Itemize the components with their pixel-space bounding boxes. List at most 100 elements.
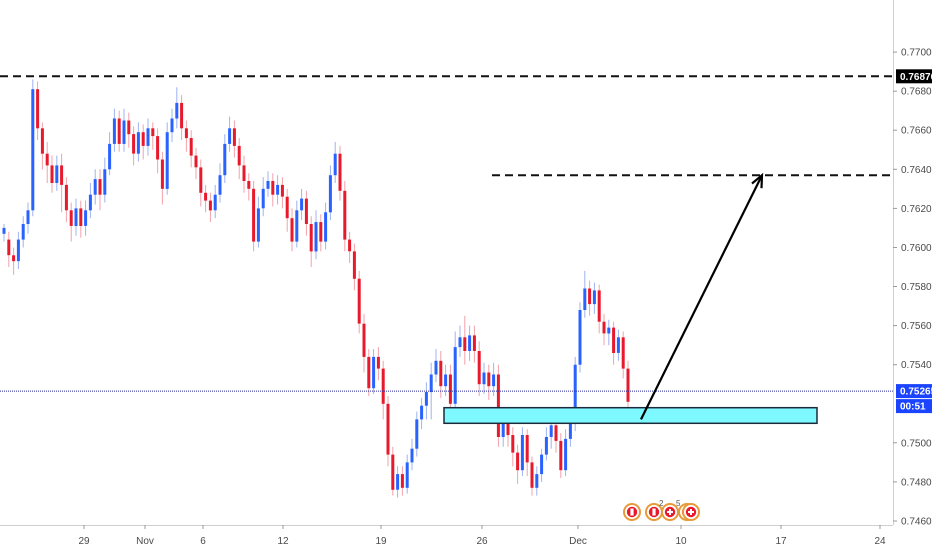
candle-body	[549, 425, 553, 437]
current-price-tag[interactable]: 0.75265	[896, 384, 932, 399]
candle	[324, 202, 328, 250]
candle-body	[7, 239, 11, 256]
candle	[189, 130, 193, 168]
candle	[60, 153, 64, 213]
candle	[592, 282, 596, 314]
candle-body	[525, 435, 529, 463]
candle	[482, 362, 486, 394]
candle-body	[588, 288, 592, 305]
event-marker-icon[interactable]	[682, 503, 700, 521]
event-marker-icon[interactable]	[661, 503, 679, 521]
candle	[290, 208, 294, 252]
candle	[266, 171, 270, 197]
candle-body	[132, 134, 136, 154]
candle	[420, 397, 424, 430]
support-zone[interactable]	[443, 406, 818, 425]
candle	[79, 200, 83, 238]
candle	[204, 184, 208, 213]
candle-body	[348, 239, 352, 252]
candle	[357, 270, 361, 334]
time-tick-label: 10	[675, 536, 687, 547]
candle-body	[304, 198, 308, 224]
time-tick-label: 19	[375, 536, 387, 547]
candle	[376, 347, 380, 381]
candle-body	[333, 153, 337, 176]
candle	[511, 427, 515, 467]
candle-body	[400, 474, 404, 488]
candle	[583, 270, 587, 318]
candle	[525, 429, 529, 477]
candle-body	[237, 145, 241, 166]
candle-body	[573, 364, 577, 424]
candle	[564, 429, 568, 477]
analysis-drawings[interactable]	[443, 172, 818, 425]
candle-body	[487, 372, 491, 387]
candle-body	[319, 222, 323, 242]
candle-body	[602, 321, 606, 334]
candle	[300, 188, 304, 221]
candle-body	[559, 440, 563, 471]
candle	[151, 122, 155, 150]
candle	[602, 313, 606, 346]
candle-body	[122, 120, 126, 144]
candle-body	[314, 222, 318, 252]
candle	[136, 122, 140, 162]
candle-body	[151, 128, 155, 137]
candle	[45, 142, 49, 183]
candle	[463, 315, 467, 365]
time-tick-label: 12	[277, 536, 289, 547]
candle	[156, 128, 160, 174]
candle	[391, 446, 395, 496]
resistance-price-tag-bg	[896, 69, 932, 84]
candle-body	[592, 290, 596, 305]
candle-body	[396, 474, 400, 490]
resistance-price-tag[interactable]: 0.76876	[896, 69, 932, 84]
candle	[444, 364, 448, 396]
candle-body	[194, 155, 198, 168]
candle	[252, 181, 256, 252]
candle	[434, 349, 438, 383]
candle-body	[386, 403, 390, 455]
time-tick-label: 17	[775, 536, 787, 547]
candle	[400, 466, 404, 496]
candle-body	[540, 454, 544, 475]
candle	[405, 454, 409, 494]
candle-body	[621, 337, 625, 369]
candle	[381, 360, 385, 420]
candle-body	[108, 143, 112, 170]
candle	[439, 351, 443, 398]
candle	[280, 177, 284, 209]
time-tick-label: 24	[874, 536, 886, 547]
candle	[319, 214, 323, 252]
candle	[372, 349, 376, 394]
candle-body	[328, 175, 332, 213]
candle-body	[223, 143, 227, 176]
candle	[328, 165, 332, 221]
event-marker-icon[interactable]	[623, 503, 641, 521]
time-axis[interactable]: 29 Nov 6 12 19 26 Dec 10 17 24	[0, 525, 893, 547]
candle-body	[88, 194, 92, 211]
candle-body	[544, 437, 548, 455]
event-count-label: 5	[676, 499, 681, 508]
countdown-tag-text: 00:51	[900, 402, 926, 413]
candle-body	[84, 210, 88, 226]
candle-body	[64, 184, 68, 211]
candle-body	[583, 288, 587, 310]
candle-body	[175, 102, 179, 119]
projection-arrow[interactable]	[640, 174, 763, 420]
candle	[132, 126, 136, 166]
reference-lines	[0, 75, 893, 392]
candle	[607, 319, 611, 346]
candle	[55, 155, 59, 191]
candle-body	[218, 175, 222, 195]
candle-body	[31, 89, 35, 211]
candle-body	[357, 278, 361, 324]
candle-body	[266, 181, 270, 189]
candle	[16, 231, 20, 269]
countdown-tag[interactable]: 00:51	[896, 399, 932, 414]
candles-layer	[2, 79, 630, 498]
